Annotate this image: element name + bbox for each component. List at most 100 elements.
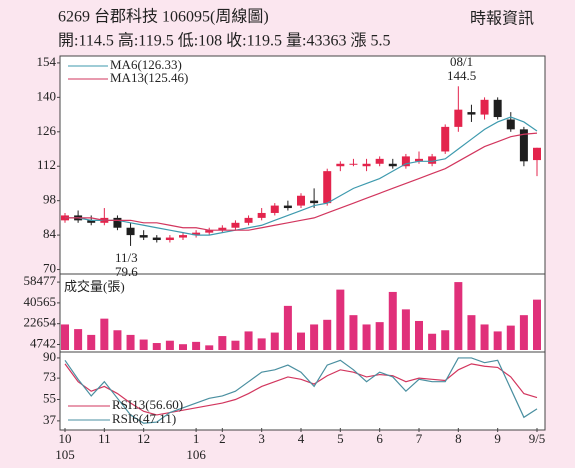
bar <box>270 332 279 350</box>
candle-body <box>310 200 319 204</box>
candle-body <box>375 158 384 164</box>
x-tick-label: 11 <box>98 431 111 446</box>
x-tick-label: 7 <box>416 431 423 446</box>
y-tick-label: 70 <box>43 261 56 276</box>
y-tick-label: 98 <box>43 192 56 207</box>
x-tick-label: 6 <box>376 431 383 446</box>
bar <box>493 331 502 350</box>
legend-label: MA13(125.46) <box>110 70 188 85</box>
bar <box>310 324 319 350</box>
y-tick-label: 126 <box>37 123 57 138</box>
candle-body <box>179 235 187 238</box>
candle-body <box>336 163 345 167</box>
candle-body <box>87 220 96 223</box>
x-tick-label: 1 <box>193 431 200 446</box>
x-tick-label: 10 <box>59 431 72 446</box>
y-tick-label: 90 <box>43 349 56 364</box>
candle-body <box>192 232 201 236</box>
year-label: 105 <box>55 447 75 462</box>
bar <box>218 336 227 350</box>
candle-body <box>441 126 450 152</box>
candle-body <box>231 222 240 228</box>
candle-body <box>113 217 122 228</box>
bar <box>323 319 332 350</box>
candle-body <box>519 129 528 162</box>
candle-body <box>323 171 332 204</box>
y-tick-label: 84 <box>43 226 57 241</box>
annotation: 11/3 <box>115 250 138 265</box>
candle-body <box>493 99 502 118</box>
line <box>64 363 538 416</box>
bar <box>205 345 214 350</box>
candle-body <box>401 156 410 167</box>
panel-title: 成交量(張) <box>64 279 125 294</box>
candle-body <box>388 163 397 167</box>
candle-body <box>454 109 463 127</box>
bar <box>74 329 83 350</box>
annotation: 08/1 <box>450 54 473 69</box>
bar <box>388 291 397 350</box>
candle-body <box>533 147 541 161</box>
bar <box>152 343 161 350</box>
bar <box>506 325 515 350</box>
bar <box>231 340 240 350</box>
candle-body <box>205 230 214 233</box>
candle-body <box>152 237 161 241</box>
bar <box>336 289 345 350</box>
candle-body <box>283 205 292 209</box>
bar <box>467 315 476 350</box>
candle-body <box>244 217 253 223</box>
legend-label: RSI13(56.60) <box>112 397 183 412</box>
source: 時報資訊 <box>470 10 534 28</box>
candle-body <box>218 227 227 231</box>
bar <box>244 331 253 350</box>
candle-body <box>139 235 148 238</box>
annotation: 144.5 <box>447 68 476 83</box>
candle-body <box>165 237 174 241</box>
x-tick-label: 9 <box>494 431 501 446</box>
candle-body <box>415 158 423 162</box>
candle-body <box>506 119 515 130</box>
candle-body <box>270 205 279 213</box>
x-tick-label: 5 <box>337 431 344 446</box>
candle-body <box>257 212 266 218</box>
bar <box>113 330 122 350</box>
bar <box>362 324 371 350</box>
bar <box>297 332 305 350</box>
bar <box>257 338 266 350</box>
x-tick-label: 12 <box>137 431 150 446</box>
bar <box>349 315 358 350</box>
bar <box>519 315 528 350</box>
y-tick-label: 22654 <box>24 315 57 330</box>
candle-body <box>480 99 489 115</box>
candle-body <box>349 163 358 165</box>
line <box>64 357 538 424</box>
x-tick-label: 2 <box>219 431 226 446</box>
candle-body <box>362 163 371 167</box>
annotation: 79.6 <box>115 264 138 279</box>
y-tick-label: 55 <box>43 390 56 405</box>
bar <box>401 309 410 350</box>
quote: 開:114.5 高:119.5 低:108 收:119.5 量:43363 漲 … <box>58 32 390 50</box>
legend-label: MA6(126.33) <box>110 57 182 72</box>
candle-body <box>297 195 305 206</box>
y-tick-label: 140 <box>37 88 57 103</box>
y-tick-label: 154 <box>37 54 57 69</box>
y-tick-label: 112 <box>37 157 56 172</box>
bar <box>126 334 135 350</box>
candle-body <box>428 156 437 164</box>
x-tick-label: 3 <box>258 431 265 446</box>
legend-label: RSI6(47.11) <box>112 411 176 426</box>
line <box>65 116 538 236</box>
bar <box>61 324 69 350</box>
bar <box>533 299 541 350</box>
x-tick-label: 9/5 <box>529 431 546 446</box>
line <box>65 132 538 231</box>
bar <box>441 330 450 350</box>
bar <box>428 333 437 350</box>
x-tick-label: 4 <box>298 431 305 446</box>
y-tick-label: 37 <box>43 412 57 427</box>
y-tick-label: 4742 <box>30 335 56 350</box>
candle-body <box>467 112 476 115</box>
